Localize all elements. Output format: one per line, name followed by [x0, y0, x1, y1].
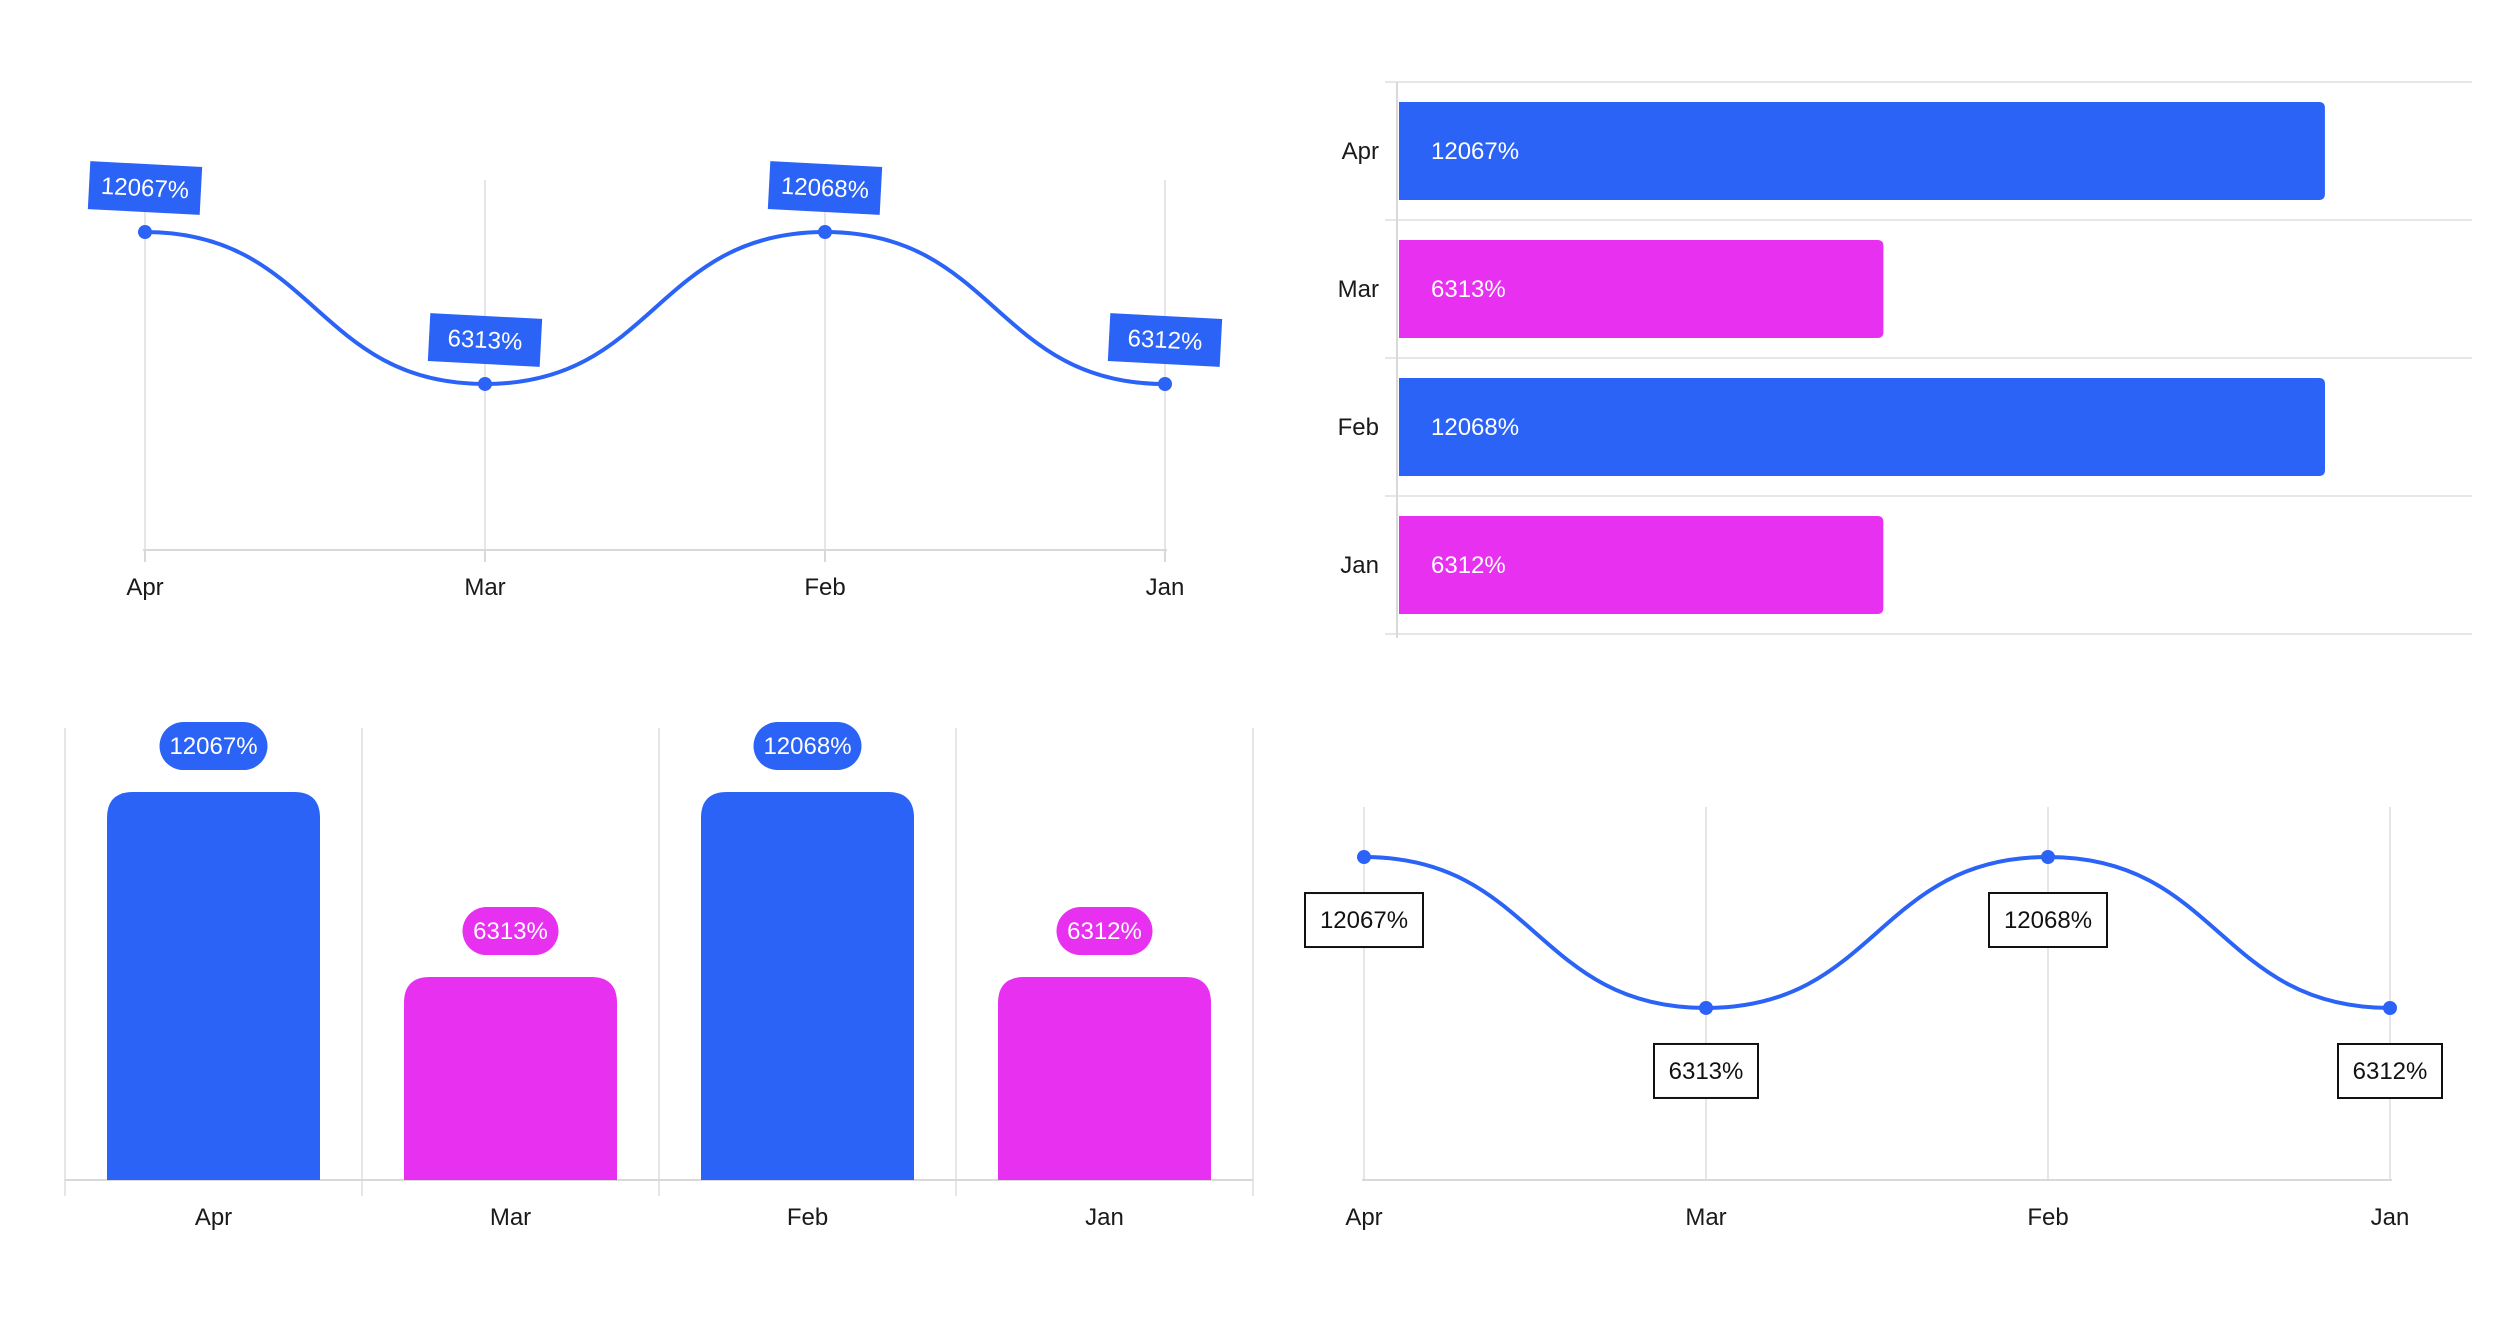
bar-mar — [1399, 240, 1884, 338]
data-label-feb: 12068% — [767, 161, 883, 215]
bar-label-feb: 12068% — [763, 733, 851, 760]
point-mar — [1699, 1000, 1713, 1015]
bar-label-apr: 12067% — [169, 733, 257, 760]
point-apr — [138, 225, 152, 240]
bar-apr — [107, 792, 320, 1180]
x-tick-label-apr: Apr — [195, 1204, 232, 1231]
data-label-box — [1107, 313, 1223, 367]
x-tick-label-feb: Feb — [804, 574, 845, 601]
data-label-box — [87, 161, 203, 215]
bar-jan — [998, 977, 1211, 1180]
point-apr — [1357, 850, 1371, 865]
y-tick-label-apr: Apr — [1342, 138, 1379, 165]
horizontal-bar-chart: 12067% Apr 6313% Mar 12068% Feb 6312% Jan — [1257, 0, 2514, 660]
data-label-text: 12067% — [100, 173, 189, 205]
data-label-text: 12068% — [780, 173, 869, 205]
line-chart-bottom-right: 12067% 6313% 12068% 6312% Apr Mar Feb Jan — [1257, 660, 2514, 1320]
x-tick-label-mar: Mar — [1685, 1204, 1726, 1231]
x-tick-label-feb: Feb — [787, 1204, 828, 1231]
data-label-apr: 12067% — [1320, 907, 1408, 934]
x-tick-label-apr: Apr — [126, 574, 163, 601]
bar-label-pill-feb — [753, 722, 862, 770]
line-chart-top-left: 12067% 6313% 12068% 6312% Apr Mar Feb Jan — [0, 0, 1257, 660]
x-tick-label-mar: Mar — [464, 574, 505, 601]
series-line — [144, 229, 1166, 386]
bar-label-mar: 6313% — [1431, 276, 1506, 303]
data-label-box — [767, 161, 883, 215]
data-label-jan: 6312% — [2353, 1058, 2428, 1085]
data-label-mar: 6313% — [427, 313, 543, 367]
x-tick-label-feb: Feb — [2027, 1204, 2068, 1231]
data-label-box-jan — [2337, 1043, 2443, 1099]
x-tick-label-jan: Jan — [1146, 574, 1185, 601]
point-mar — [478, 376, 492, 391]
vertical-bar-chart: 12067% Apr 6313% Mar 12068% Feb 6312% Jan — [0, 660, 1257, 1320]
data-label-text: 6312% — [1127, 325, 1203, 356]
point-jan — [2383, 1001, 2397, 1015]
data-label-jan: 6312% — [1107, 313, 1223, 367]
data-label-box-apr — [1304, 892, 1424, 949]
bar-feb — [1399, 378, 2325, 476]
y-tick-label-feb: Feb — [1338, 414, 1379, 441]
bar-label-apr: 12067% — [1431, 138, 1519, 165]
bar-label-pill-mar — [462, 907, 559, 956]
bar-label-pill-apr — [159, 722, 268, 771]
bar-label-jan: 6312% — [1067, 918, 1142, 945]
x-tick-label-jan: Jan — [2371, 1204, 2410, 1231]
data-label-box — [427, 313, 543, 367]
point-feb — [818, 225, 832, 239]
line-chart-top-left-svg: 12067% 6313% 12068% 6312% Apr Mar Feb Jan — [87, 161, 1223, 601]
data-label-text: 6313% — [447, 325, 523, 356]
bar-label-jan: 6312% — [1431, 552, 1506, 579]
data-label-mar: 6313% — [1669, 1058, 1744, 1085]
bar-jan — [1399, 516, 1884, 614]
y-tick-label-jan: Jan — [1340, 552, 1379, 579]
bar-mar — [404, 977, 617, 1180]
y-tick-label-mar: Mar — [1338, 276, 1379, 303]
bar-label-mar: 6313% — [473, 918, 548, 945]
bar-label-feb: 12068% — [1431, 414, 1519, 441]
x-tick-label-jan: Jan — [1085, 1204, 1124, 1231]
series-line — [1363, 854, 2391, 1010]
vertical-bar-chart-svg: 12067% Apr 6313% Mar 12068% Feb 6312% Jan — [64, 722, 1254, 1231]
bar-apr — [1399, 102, 2325, 200]
x-tick-label-apr: Apr — [1345, 1204, 1382, 1231]
x-tick-label-mar: Mar — [490, 1204, 531, 1231]
horizontal-bar-chart-svg: 12067% Apr 6313% Mar 12068% Feb 6312% Jan — [1338, 81, 2472, 638]
point-jan — [1158, 377, 1172, 391]
data-label-feb: 12068% — [2004, 907, 2092, 934]
bar-feb — [701, 792, 914, 1180]
data-label-box-mar — [1653, 1042, 1759, 1099]
line-chart-bottom-right-svg: 12067% 6313% 12068% 6312% Apr Mar Feb Jan — [1304, 807, 2443, 1231]
data-label-apr: 12067% — [87, 161, 203, 215]
data-label-box-feb — [1988, 892, 2108, 948]
point-feb — [2041, 850, 2055, 864]
bar-label-pill-jan — [1056, 907, 1153, 956]
